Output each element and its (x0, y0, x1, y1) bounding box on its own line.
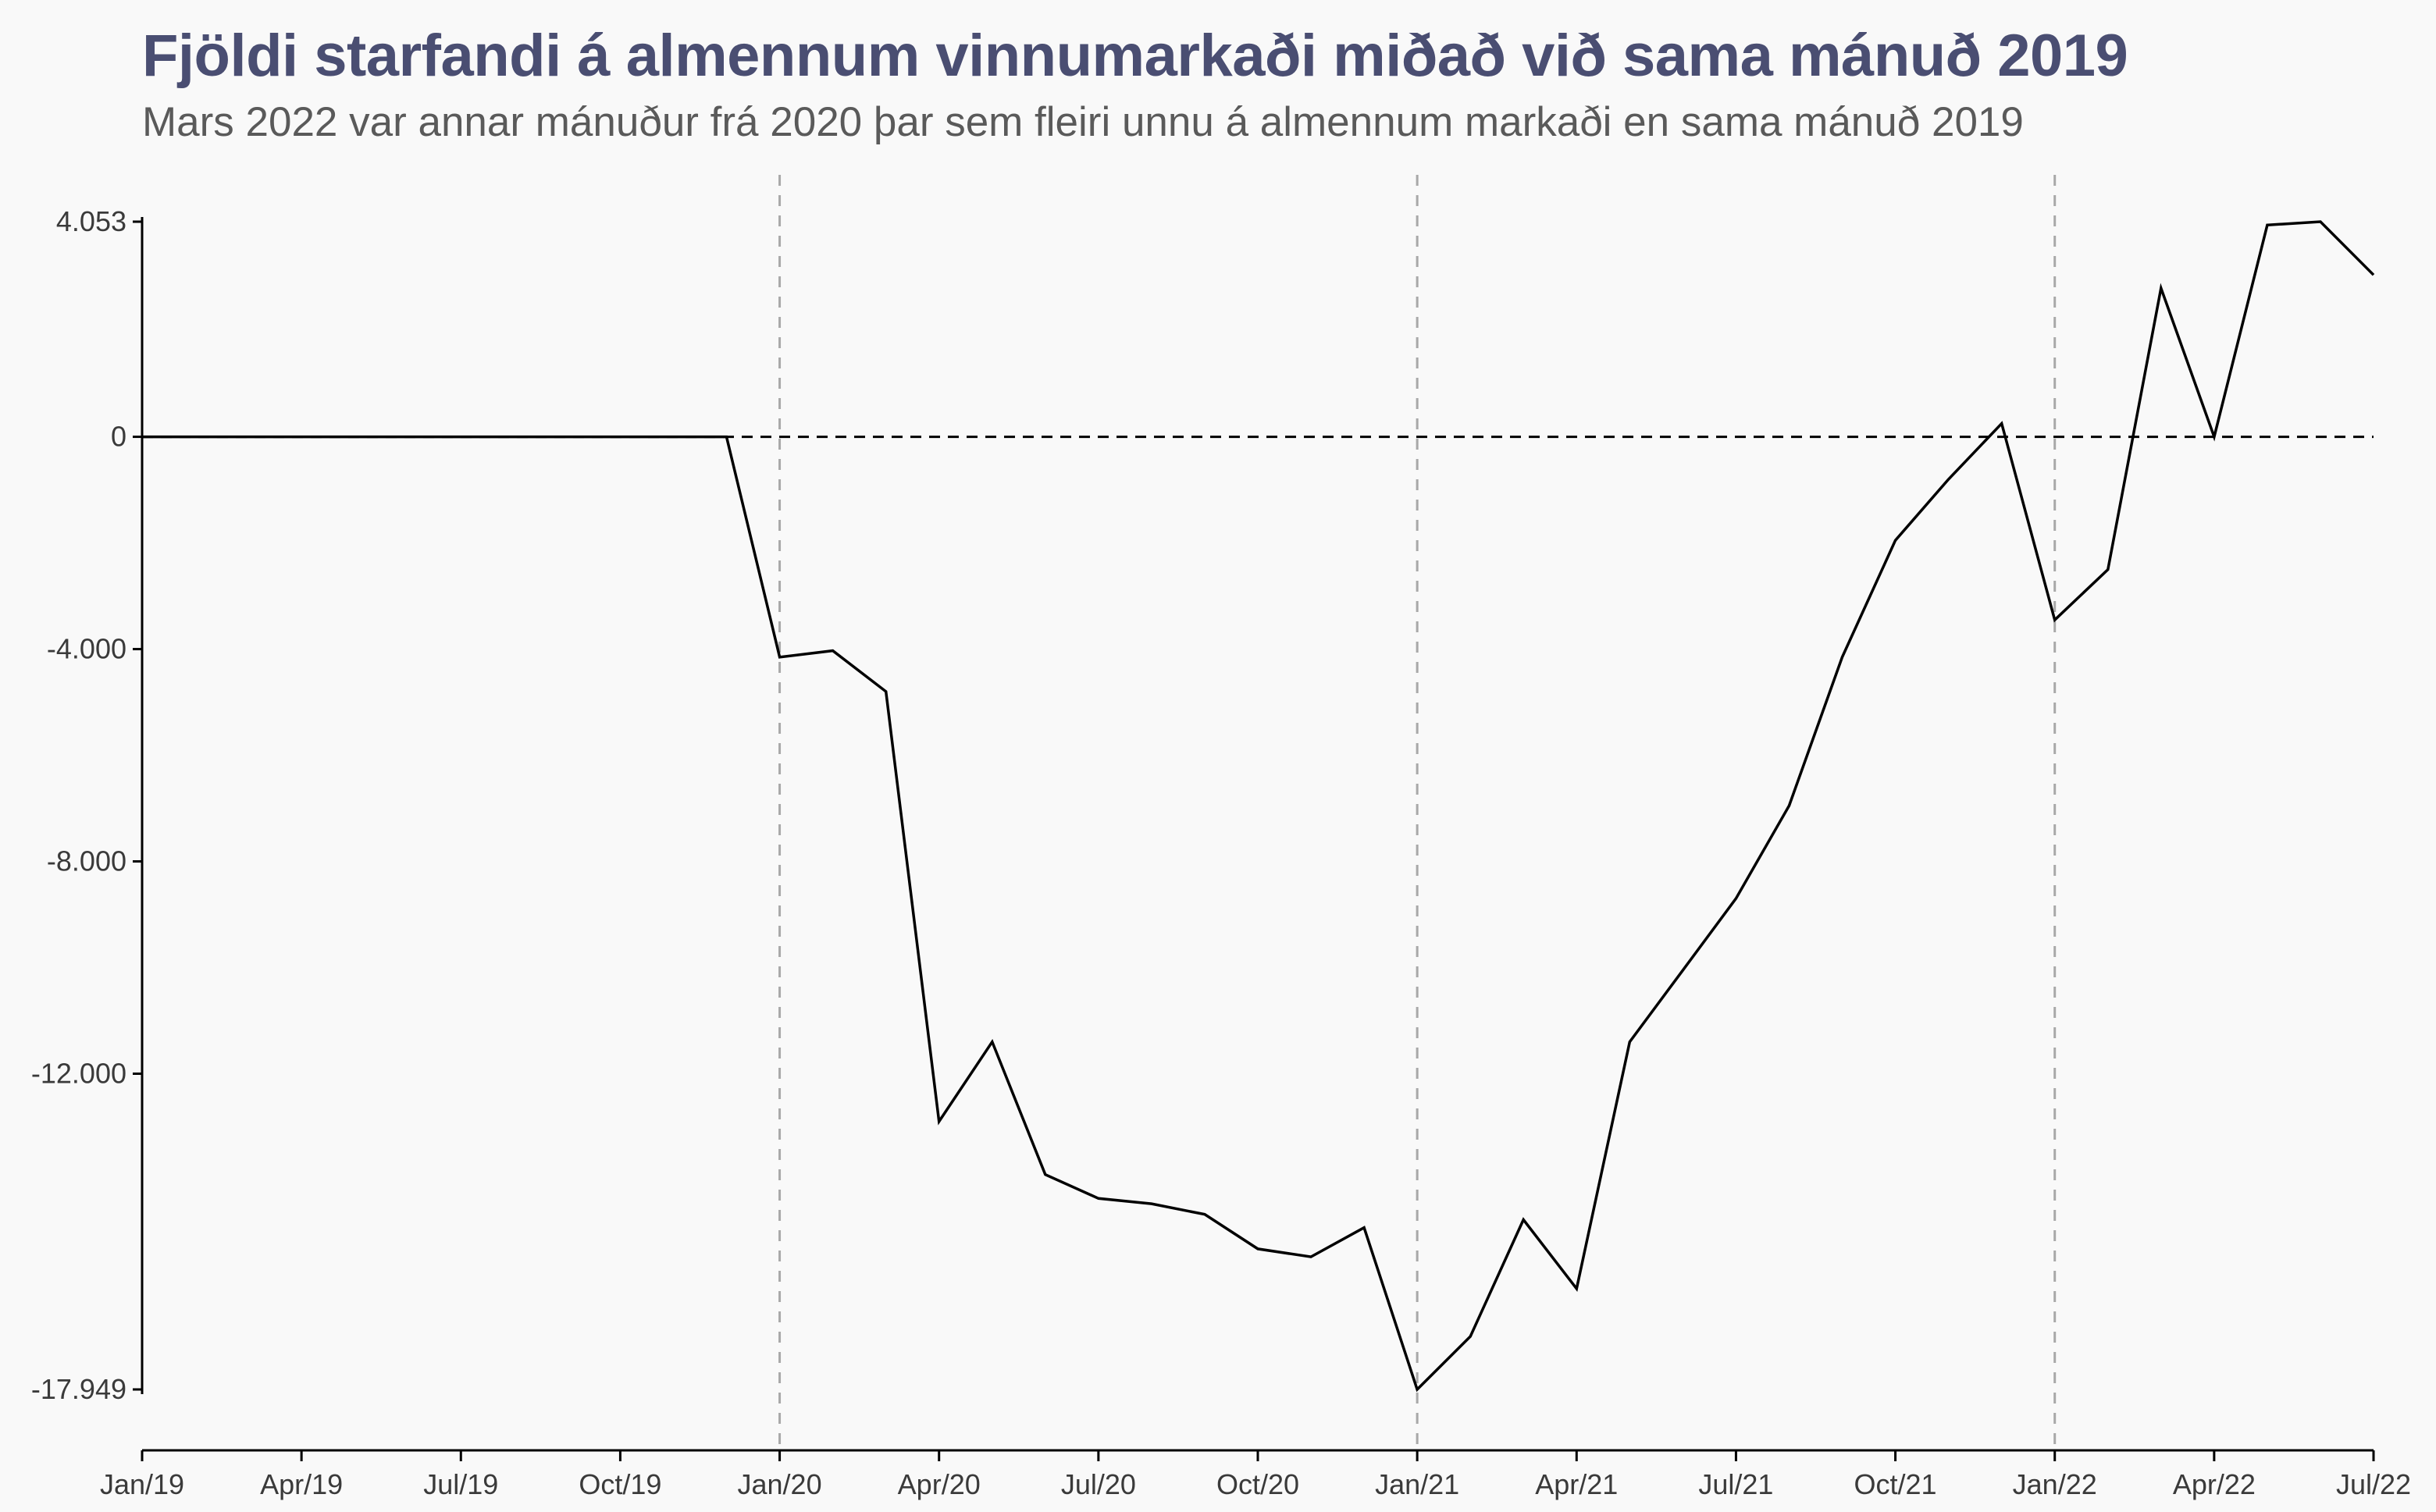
x-tick-label: Apr/19 (260, 1468, 343, 1500)
x-tick-label: Jan/22 (2013, 1468, 2097, 1500)
series-line (142, 220, 2375, 1393)
x-tick-label: Oct/19 (579, 1468, 661, 1500)
x-tick-label: Oct/20 (1216, 1468, 1299, 1500)
x-tick-label: Jul/20 (1061, 1468, 1136, 1500)
x-tick-label: Jul/19 (423, 1468, 498, 1500)
x-tick-label: Jul/22 (2336, 1468, 2411, 1500)
x-tick-label: Jul/21 (1698, 1468, 1773, 1500)
y-tick-label: -12.000 (31, 1058, 126, 1090)
x-tick-label: Apr/22 (2173, 1468, 2256, 1500)
y-tick-label: -4.000 (47, 633, 126, 665)
x-tick-label: Oct/21 (1854, 1468, 1937, 1500)
x-tick-label: Jan/19 (100, 1468, 184, 1500)
y-tick-label: -8.000 (47, 845, 126, 877)
chart-title: Fjöldi starfandi á almennum vinnumarkaði… (142, 23, 2128, 89)
y-tick-label: -17.949 (31, 1373, 126, 1405)
chart-subtitle: Mars 2022 var annar mánuður frá 2020 þar… (142, 99, 2024, 145)
y-tick-label: 4.053 (56, 205, 126, 237)
x-tick-label: Apr/21 (1535, 1468, 1618, 1500)
x-tick-label: Jan/20 (738, 1468, 822, 1500)
x-tick-label: Jan/21 (1375, 1468, 1459, 1500)
x-tick-label: Apr/20 (898, 1468, 981, 1500)
y-tick-label: 0 (111, 421, 126, 453)
